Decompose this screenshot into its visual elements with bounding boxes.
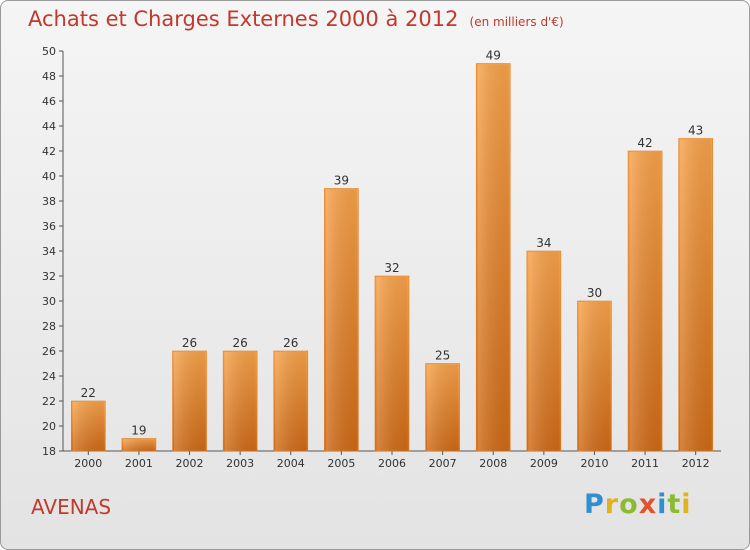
data-label-2009: 34 xyxy=(536,236,551,250)
bar-sheen xyxy=(578,302,610,451)
data-label-2000: 22 xyxy=(81,386,96,400)
title-text: Achats et Charges Externes 2000 à 2012 xyxy=(28,7,459,31)
x-tick-label: 2002 xyxy=(176,457,204,470)
y-tick-label: 18 xyxy=(42,445,56,458)
x-tick-label: 2009 xyxy=(530,457,558,470)
data-label-2006: 32 xyxy=(384,261,399,275)
x-tick-label: 2000 xyxy=(74,457,102,470)
logo-letter: x xyxy=(638,489,658,520)
y-tick-label: 26 xyxy=(42,345,56,358)
chart-title: Achats et Charges Externes 2000 à 2012 (… xyxy=(28,7,564,31)
bar-sheen xyxy=(477,64,509,451)
x-tick-label: 2011 xyxy=(631,457,659,470)
bar-sheen xyxy=(275,352,307,451)
data-label-2010: 30 xyxy=(587,286,602,300)
y-tick-label: 24 xyxy=(42,370,56,383)
bar-sheen xyxy=(123,439,155,451)
y-tick-label: 48 xyxy=(42,70,56,83)
x-tick-label: 2005 xyxy=(327,457,355,470)
y-tick-label: 42 xyxy=(42,145,56,158)
data-label-2003: 26 xyxy=(233,336,248,350)
x-tick-label: 2008 xyxy=(479,457,507,470)
data-label-2005: 39 xyxy=(334,174,349,188)
bar-sheen xyxy=(325,189,357,451)
y-tick-label: 34 xyxy=(42,245,56,258)
data-label-2002: 26 xyxy=(182,336,197,350)
y-tick-label: 50 xyxy=(42,45,56,58)
y-tick-label: 28 xyxy=(42,320,56,333)
bar-sheen xyxy=(427,364,459,451)
x-tick-label: 2004 xyxy=(277,457,305,470)
data-label-2001: 19 xyxy=(131,424,146,438)
bar-sheen xyxy=(528,252,560,451)
y-tick-label: 38 xyxy=(42,195,56,208)
y-tick-label: 36 xyxy=(42,220,56,233)
logo-letter: t xyxy=(667,489,682,520)
y-tick-label: 44 xyxy=(42,120,56,133)
bar-sheen xyxy=(174,352,206,451)
y-tick-label: 20 xyxy=(42,420,56,433)
logo-letter: o xyxy=(619,489,639,520)
y-tick-label: 32 xyxy=(42,270,56,283)
unit-text: (en milliers d'€) xyxy=(469,15,564,29)
y-tick-label: 22 xyxy=(42,395,56,408)
commune-name: AVENAS xyxy=(31,495,112,519)
x-tick-label: 2001 xyxy=(125,457,153,470)
x-tick-label: 2006 xyxy=(378,457,406,470)
bar-sheen xyxy=(376,277,408,451)
bar-sheen xyxy=(224,352,256,451)
data-label-2007: 25 xyxy=(435,349,450,363)
logo-letter: i xyxy=(657,489,668,520)
data-label-2004: 26 xyxy=(283,336,298,350)
logo-letter: P xyxy=(584,489,605,520)
data-label-2008: 49 xyxy=(486,49,501,63)
x-tick-label: 2007 xyxy=(429,457,457,470)
bar-sheen xyxy=(680,139,712,451)
x-tick-label: 2012 xyxy=(682,457,710,470)
data-label-2012: 43 xyxy=(688,124,703,138)
y-tick-label: 40 xyxy=(42,170,56,183)
x-tick-label: 2010 xyxy=(580,457,608,470)
logo-letter: i xyxy=(681,489,692,520)
logo-letter: r xyxy=(604,489,620,520)
bar-sheen xyxy=(629,152,661,451)
proxiti-logo: Proxiti xyxy=(584,489,692,520)
y-tick-label: 46 xyxy=(42,95,56,108)
y-tick-label: 30 xyxy=(42,295,56,308)
data-label-2011: 42 xyxy=(637,136,652,150)
x-tick-label: 2003 xyxy=(226,457,254,470)
bar-sheen xyxy=(72,402,104,451)
